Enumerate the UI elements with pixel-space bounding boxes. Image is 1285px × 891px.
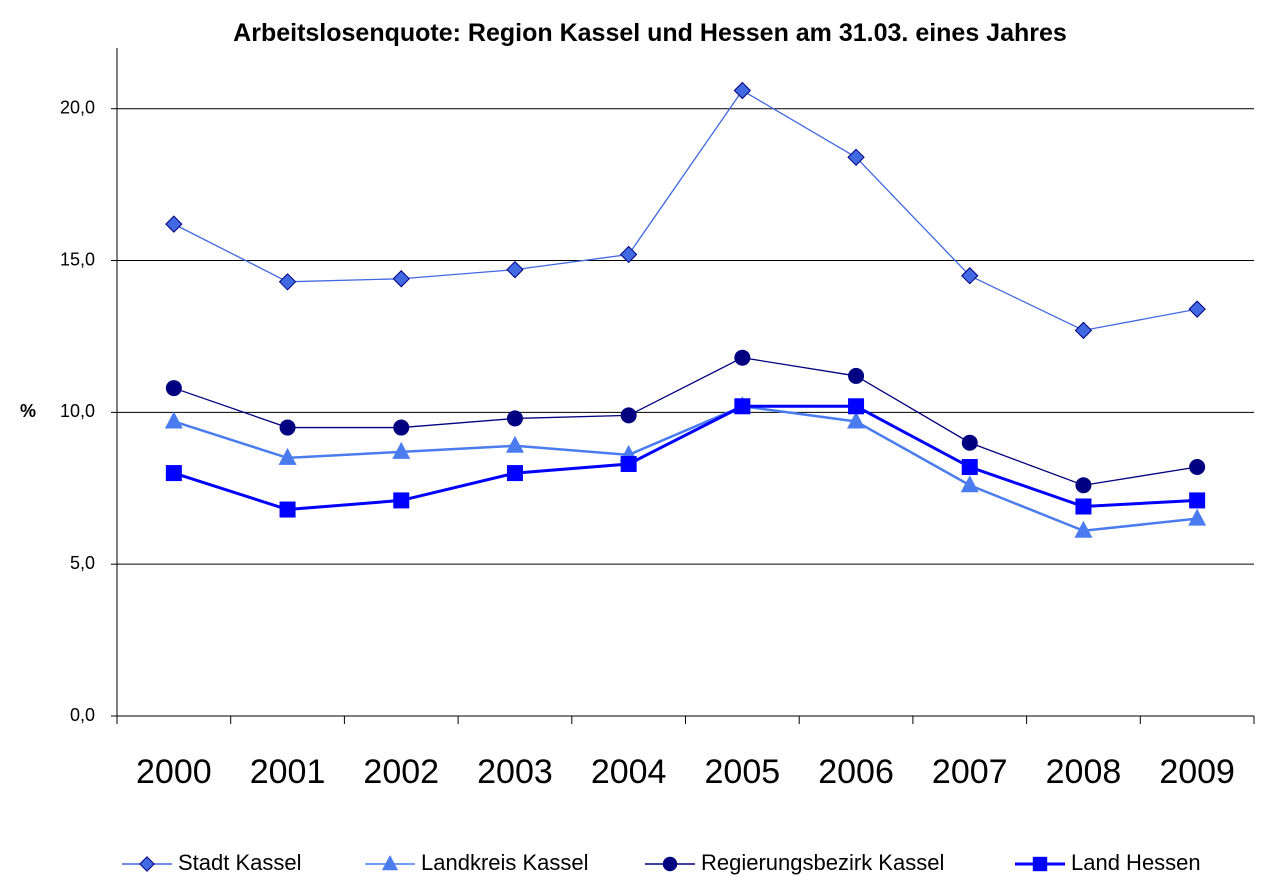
marker — [165, 380, 182, 397]
series-line — [173, 404, 1198, 512]
marker — [506, 465, 523, 482]
marker — [733, 81, 752, 100]
marker — [1074, 321, 1093, 340]
x-tick-label: 2008 — [1046, 753, 1122, 791]
marker — [392, 270, 410, 288]
marker — [620, 455, 637, 472]
marker — [1075, 477, 1092, 494]
marker — [960, 475, 979, 493]
marker — [734, 398, 751, 415]
marker — [848, 367, 865, 384]
y-tick-label: 10,0 — [60, 401, 95, 421]
marker — [505, 435, 524, 453]
marker — [164, 411, 183, 429]
series-line — [173, 357, 1198, 486]
marker — [278, 273, 297, 291]
marker — [961, 267, 979, 285]
legend-label: Land Hessen — [1071, 850, 1201, 875]
marker — [165, 465, 182, 482]
marker — [278, 447, 297, 465]
legend-label: Stadt Kassel — [178, 850, 302, 875]
x-tick-label: 2004 — [591, 753, 667, 791]
legend-marker — [381, 855, 399, 871]
y-tick-label: 5,0 — [70, 553, 95, 573]
marker — [1189, 492, 1206, 509]
marker — [165, 215, 183, 233]
legend-marker — [662, 856, 678, 872]
y-tick-label: 15,0 — [60, 249, 95, 269]
marker — [392, 441, 411, 459]
chart-title: Arbeitslosenquote: Region Kassel und Hes… — [233, 19, 1067, 47]
marker — [1074, 520, 1093, 538]
marker — [847, 411, 866, 429]
marker — [279, 501, 296, 518]
marker — [848, 398, 865, 415]
x-tick-label: 2001 — [250, 753, 326, 791]
marker — [1188, 508, 1207, 526]
y-axis-label: % — [20, 401, 36, 421]
series-line — [173, 405, 1198, 533]
marker — [506, 260, 524, 279]
marker — [1075, 498, 1092, 515]
x-tick-label: 2000 — [136, 753, 212, 791]
marker — [961, 434, 978, 451]
legend-label: Landkreis Kassel — [421, 850, 589, 875]
legend-marker — [1032, 856, 1048, 872]
marker — [620, 407, 637, 424]
legend-marker — [139, 856, 155, 872]
marker — [393, 492, 410, 509]
marker — [619, 245, 638, 264]
x-tick-label: 2003 — [477, 753, 553, 791]
marker — [393, 419, 410, 436]
x-tick-label: 2006 — [818, 753, 894, 791]
series-line — [173, 89, 1198, 332]
x-tick-label: 2007 — [932, 753, 1008, 791]
marker — [734, 349, 751, 366]
marker — [279, 419, 296, 436]
legend-label: Regierungsbezirk Kassel — [701, 850, 944, 875]
x-tick-label: 2002 — [363, 753, 439, 791]
y-tick-label: 20,0 — [60, 97, 95, 117]
y-tick-label: 0,0 — [70, 705, 95, 725]
marker — [1189, 459, 1206, 476]
marker — [847, 148, 865, 167]
marker — [961, 459, 978, 476]
x-tick-label: 2009 — [1159, 753, 1235, 791]
x-tick-label: 2005 — [705, 753, 781, 791]
marker — [1188, 300, 1206, 318]
marker — [506, 410, 523, 427]
